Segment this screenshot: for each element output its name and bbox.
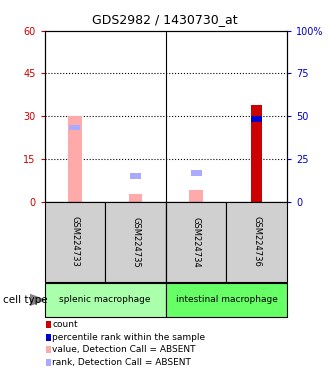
Text: GSM224736: GSM224736	[252, 217, 261, 267]
Bar	[166, 283, 287, 317]
Text: rank, Detection Call = ABSENT: rank, Detection Call = ABSENT	[52, 358, 191, 367]
Text: intestinal macrophage: intestinal macrophage	[176, 295, 278, 305]
Bar	[251, 116, 262, 122]
Bar	[68, 116, 82, 202]
Polygon shape	[30, 295, 45, 305]
Text: GDS2982 / 1430730_at: GDS2982 / 1430730_at	[92, 13, 238, 26]
Bar	[129, 194, 142, 202]
Text: GSM224733: GSM224733	[70, 217, 80, 267]
Bar	[105, 202, 166, 282]
Bar	[45, 283, 166, 317]
Text: cell type: cell type	[3, 295, 48, 305]
Bar	[130, 173, 141, 179]
Text: GSM224734: GSM224734	[192, 217, 201, 267]
Text: value, Detection Call = ABSENT: value, Detection Call = ABSENT	[52, 345, 196, 354]
Bar	[45, 202, 105, 282]
Text: splenic macrophage: splenic macrophage	[59, 295, 151, 305]
Text: count: count	[52, 320, 78, 329]
Bar	[226, 202, 287, 282]
Text: GSM224735: GSM224735	[131, 217, 140, 267]
Bar	[166, 202, 226, 282]
Bar	[69, 125, 80, 131]
Bar	[251, 105, 262, 202]
Bar	[189, 190, 203, 202]
Bar	[191, 170, 202, 176]
Text: percentile rank within the sample: percentile rank within the sample	[52, 333, 205, 342]
